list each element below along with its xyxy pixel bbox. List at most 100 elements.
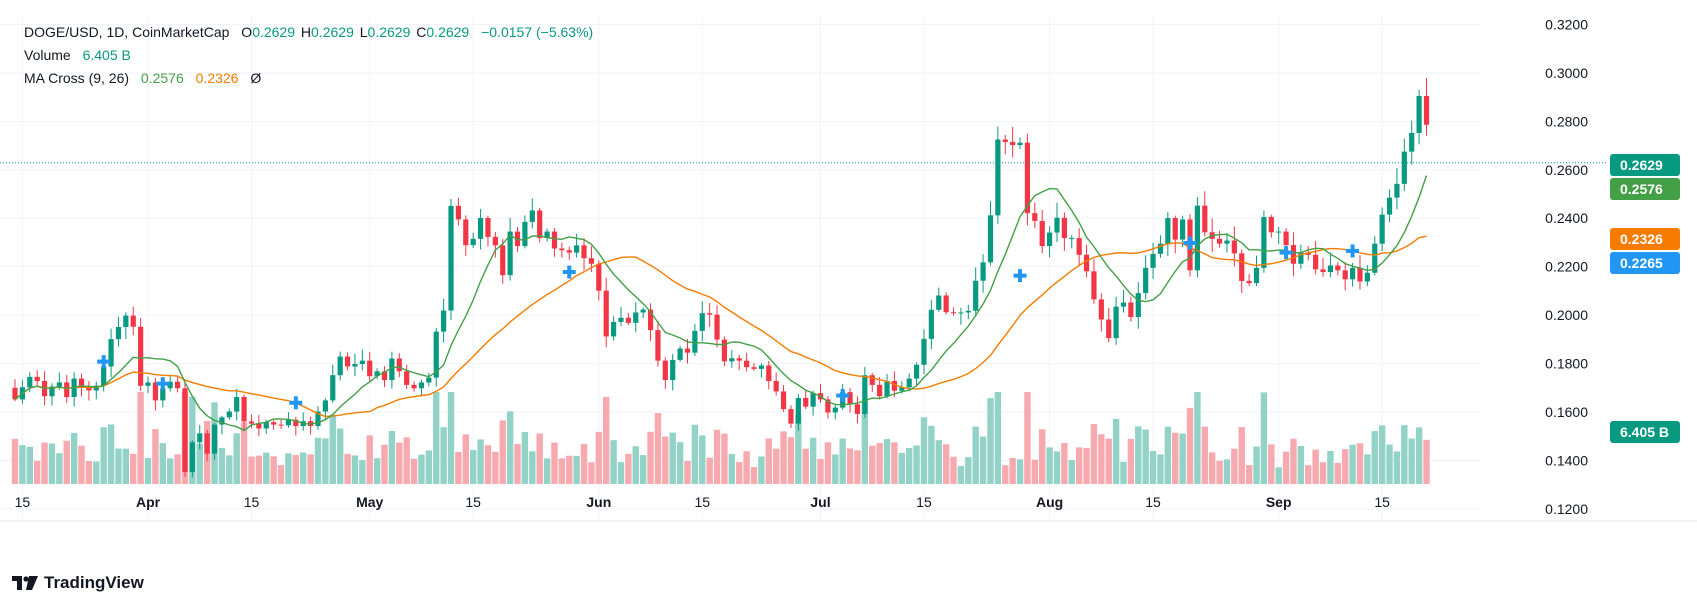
volume-bar [802, 448, 809, 484]
candle-body [1372, 243, 1378, 273]
candle-body [189, 442, 195, 473]
candle-body [714, 314, 720, 340]
symbol-title[interactable]: DOGE/USD, 1D, CoinMarketCap [24, 24, 230, 40]
ma-cross-marker [836, 389, 850, 403]
candle-body [211, 424, 218, 454]
ma-cross-tag: 0.2265 [1610, 252, 1680, 274]
candle-body [396, 358, 402, 372]
cross-v [1284, 246, 1289, 260]
candle-body [56, 382, 62, 387]
ma-cross-marker [1013, 269, 1027, 283]
ma-fast-line [14, 175, 1428, 432]
volume-bar [1053, 451, 1061, 484]
volume-bar [639, 455, 647, 484]
volume-bar [928, 425, 935, 484]
candle-body [1246, 280, 1252, 284]
candle-body [596, 263, 602, 291]
candle-body [633, 312, 639, 323]
x-tick-label: May [356, 494, 383, 510]
volume-bar [1016, 459, 1024, 484]
volume-bar [107, 424, 115, 484]
volume-bar [1268, 444, 1275, 484]
volume-bar [580, 443, 588, 484]
open-label: O [241, 24, 253, 40]
candle-body [1076, 238, 1082, 255]
candle-body [1423, 95, 1430, 125]
volume-value: 6.405 B [82, 47, 131, 63]
volume-bar [1068, 460, 1075, 484]
volume-bar [359, 460, 366, 484]
volume-bar [56, 453, 63, 484]
y-tick-label: 0.2800 [1545, 113, 1588, 129]
ma-cross-label[interactable]: MA Cross (9, 26) [24, 70, 130, 86]
time-axis[interactable]: 15 Apr 15 May 15 Jun 15 Jul 15 Aug 15 Sep 15 [15, 494, 1391, 510]
volume-bar [455, 451, 462, 484]
volume-bar [1112, 418, 1120, 484]
price-axis[interactable]: 0.1200 0.1400 0.1600 0.1800 0.2000 0.2200 0.24… [1545, 16, 1588, 516]
volume-bar [817, 458, 824, 484]
volume-bar [795, 414, 802, 484]
candle-body [980, 262, 986, 281]
y-tick-label: 0.1800 [1545, 356, 1588, 372]
candle-body [197, 433, 203, 443]
high-label: H [300, 24, 312, 40]
candle-body [426, 377, 432, 383]
candle-body [285, 419, 292, 426]
ma-cross-legend: MA Cross (9, 26) 0.2576 0.2326 Ø [24, 70, 263, 86]
cross-v [567, 265, 572, 279]
volume-bars [11, 392, 1430, 484]
candle-body [101, 366, 107, 386]
volume-bar [1201, 426, 1208, 484]
candle-body [551, 231, 558, 249]
volume-bar [935, 440, 942, 484]
close-label: C [416, 24, 427, 40]
volume-bar [93, 461, 100, 484]
volume-bar [1260, 392, 1268, 484]
ma-slow-tag: 0.2326 [1610, 228, 1680, 250]
volume-bar [440, 427, 447, 484]
volume-bar [115, 448, 122, 484]
candle-body [751, 367, 757, 369]
x-tick-label: 15 [1145, 494, 1161, 510]
y-tick-label: 0.3000 [1545, 65, 1588, 81]
candle-body [234, 396, 240, 412]
volume-bar [1046, 447, 1053, 484]
last-price-tag: 0.2629 [1610, 154, 1680, 176]
x-tick-label: 15 [1374, 494, 1390, 510]
brand-name: TradingView [44, 573, 144, 592]
tradingview-brand[interactable]: TradingView [12, 573, 144, 593]
volume-label[interactable]: Volume [24, 47, 71, 63]
volume-bar [713, 429, 721, 484]
volume-bar [144, 457, 152, 484]
x-tick-label: 15 [15, 494, 31, 510]
candle-body [248, 421, 255, 424]
candle-body [381, 371, 388, 381]
volume-bar [1142, 429, 1149, 484]
volume-bar [1002, 465, 1009, 484]
candle-body [943, 295, 949, 313]
candle-body [1253, 267, 1260, 284]
candle-body [825, 399, 831, 413]
candle-body [1047, 232, 1053, 247]
candle-body [115, 326, 122, 340]
y-tick-label: 0.1600 [1545, 404, 1588, 420]
volume-bar [1401, 425, 1408, 484]
volume-bar [588, 462, 595, 484]
candle-body [1276, 231, 1282, 233]
candle-body [389, 358, 395, 381]
volume-bar [898, 452, 905, 484]
candle-body [1386, 197, 1393, 215]
candle-body [1157, 243, 1164, 254]
candle-body [174, 381, 181, 389]
ma-fast-value: 0.2576 [140, 70, 184, 86]
candle-body [640, 309, 646, 313]
volume-bar [63, 440, 70, 484]
cross-v [1350, 244, 1355, 258]
candle-body [1120, 302, 1127, 307]
volume-bar [425, 450, 433, 484]
volume-bar [174, 454, 181, 484]
ohlc-legend: DOGE/USD, 1D, CoinMarketCap O0.2629 H0.2… [24, 24, 595, 40]
volume-bar [521, 432, 529, 484]
candlestick-chart[interactable]: 0.1200 0.1400 0.1600 0.1800 0.2000 0.2200 0.24… [0, 0, 1697, 565]
candle-body [744, 360, 750, 368]
